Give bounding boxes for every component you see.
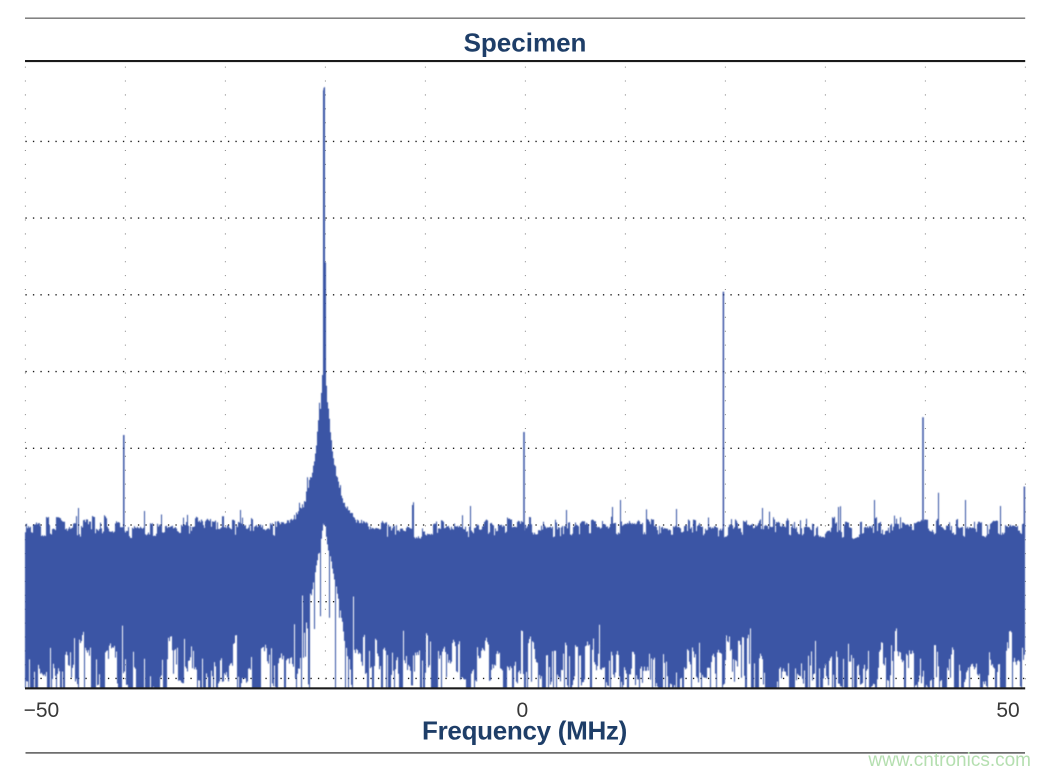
svg-text:www.cntronics.com: www.cntronics.com [867, 750, 1031, 771]
svg-text:0: 0 [516, 699, 528, 722]
svg-text:Frequency (MHz): Frequency (MHz) [422, 716, 627, 746]
svg-text:Specimen: Specimen [464, 28, 587, 58]
svg-text:50: 50 [996, 699, 1019, 722]
svg-text:−50: −50 [24, 699, 60, 722]
